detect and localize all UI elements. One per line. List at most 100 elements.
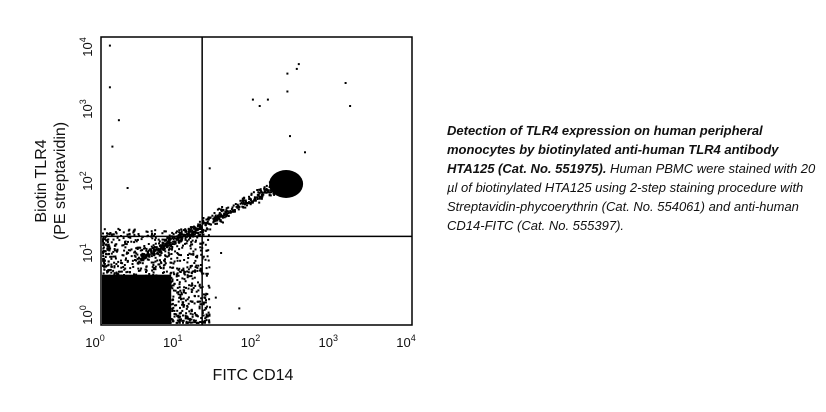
scatter-point bbox=[132, 231, 135, 234]
scatter-point bbox=[209, 228, 212, 231]
scatter-point bbox=[175, 321, 178, 324]
scatter-point bbox=[207, 238, 210, 241]
scatter-point bbox=[160, 245, 163, 248]
scatter-point bbox=[253, 199, 256, 202]
scatter-point bbox=[287, 180, 290, 183]
scatter-point bbox=[121, 262, 124, 265]
scatter-point bbox=[119, 314, 122, 317]
flow-cytometry-plot: 100 101 102 103 104 100 101 102 103 104 FITC CD1… bbox=[33, 36, 416, 384]
scatter-point bbox=[141, 296, 144, 299]
scatter-point bbox=[130, 307, 133, 310]
scatter-point bbox=[106, 232, 108, 235]
scatter-point bbox=[199, 246, 202, 249]
scatter-point bbox=[163, 313, 166, 315]
scatter-point bbox=[102, 255, 105, 257]
scatter-point bbox=[160, 250, 163, 253]
scatter-point bbox=[203, 296, 206, 299]
scatter-point bbox=[242, 206, 245, 209]
scatter-point bbox=[141, 279, 143, 282]
scatter-point bbox=[172, 289, 175, 292]
scatter-point bbox=[220, 215, 223, 217]
scatter-point bbox=[194, 227, 197, 230]
scatter-point bbox=[196, 236, 199, 239]
scatter-point bbox=[155, 252, 158, 255]
scatter-point bbox=[183, 270, 186, 273]
scatter-point bbox=[167, 320, 170, 323]
scatter-point bbox=[194, 259, 197, 262]
scatter-point bbox=[102, 232, 104, 235]
scatter-point bbox=[208, 266, 211, 269]
scatter-point bbox=[152, 268, 155, 271]
scatter-point bbox=[170, 248, 173, 251]
scatter-point bbox=[159, 282, 162, 285]
scatter-point bbox=[128, 321, 131, 324]
scatter-point bbox=[108, 321, 111, 324]
scatter-point bbox=[115, 317, 118, 320]
scatter-point bbox=[129, 321, 132, 324]
scatter-point bbox=[168, 234, 171, 237]
scatter-point bbox=[139, 316, 141, 319]
scatter-point bbox=[152, 261, 155, 264]
scatter-point bbox=[191, 315, 194, 318]
scatter-point bbox=[291, 183, 294, 186]
scatter-point bbox=[172, 298, 175, 301]
scatter-point bbox=[118, 304, 120, 307]
scatter-point bbox=[225, 211, 228, 214]
scatter-point bbox=[117, 275, 120, 278]
scatter-point bbox=[131, 278, 134, 281]
scatter-point bbox=[116, 285, 118, 288]
scatter-point bbox=[149, 321, 152, 324]
scatter-point bbox=[108, 274, 111, 277]
scatter-point bbox=[283, 183, 286, 186]
scatter-point bbox=[126, 260, 129, 263]
scatter-point bbox=[187, 302, 190, 305]
scatter-point bbox=[135, 313, 138, 316]
scatter-point bbox=[170, 280, 173, 283]
scatter-point bbox=[121, 305, 123, 308]
scatter-point bbox=[200, 270, 203, 273]
scatter-point bbox=[131, 303, 134, 306]
scatter-point bbox=[162, 271, 164, 274]
scatter-point bbox=[135, 296, 138, 299]
scatter-point bbox=[118, 307, 120, 310]
scatter-point bbox=[186, 298, 189, 301]
scatter-point bbox=[102, 246, 105, 249]
scatter-point bbox=[206, 222, 209, 225]
scatter-point bbox=[290, 174, 292, 177]
scatter-point bbox=[254, 196, 257, 199]
scatter-point bbox=[163, 238, 166, 241]
scatter-point bbox=[191, 233, 194, 236]
scatter-point bbox=[194, 228, 197, 231]
scatter-point bbox=[260, 193, 263, 196]
scatter-point bbox=[120, 270, 123, 273]
scatter-point bbox=[131, 259, 134, 262]
scatter-point bbox=[121, 254, 124, 257]
scatter-point bbox=[131, 297, 134, 300]
scatter-point bbox=[204, 222, 207, 225]
scatter-point bbox=[177, 239, 180, 242]
scatter-point bbox=[125, 257, 127, 260]
scatter-point bbox=[177, 291, 180, 294]
scatter-point bbox=[147, 321, 150, 324]
scatter-point bbox=[164, 283, 167, 286]
scatter-point bbox=[258, 105, 261, 107]
scatter-point bbox=[265, 187, 268, 190]
scatter-point bbox=[180, 318, 182, 321]
scatter-point bbox=[193, 225, 195, 228]
scatter-point bbox=[187, 268, 190, 271]
scatter-point bbox=[116, 272, 119, 275]
scatter-point bbox=[190, 241, 193, 243]
scatter-point bbox=[174, 250, 177, 253]
scatter-point bbox=[124, 320, 127, 323]
scatter-point bbox=[216, 216, 219, 219]
scatter-point bbox=[285, 185, 288, 188]
scatter-point bbox=[269, 189, 272, 192]
scatter-point bbox=[178, 321, 181, 324]
scatter-point bbox=[145, 249, 148, 252]
scatter-point bbox=[108, 252, 110, 255]
scatter-point bbox=[163, 247, 166, 250]
scatter-point bbox=[150, 245, 153, 248]
scatter-point bbox=[102, 279, 105, 281]
scatter-point bbox=[103, 307, 106, 310]
scatter-point bbox=[135, 259, 138, 262]
